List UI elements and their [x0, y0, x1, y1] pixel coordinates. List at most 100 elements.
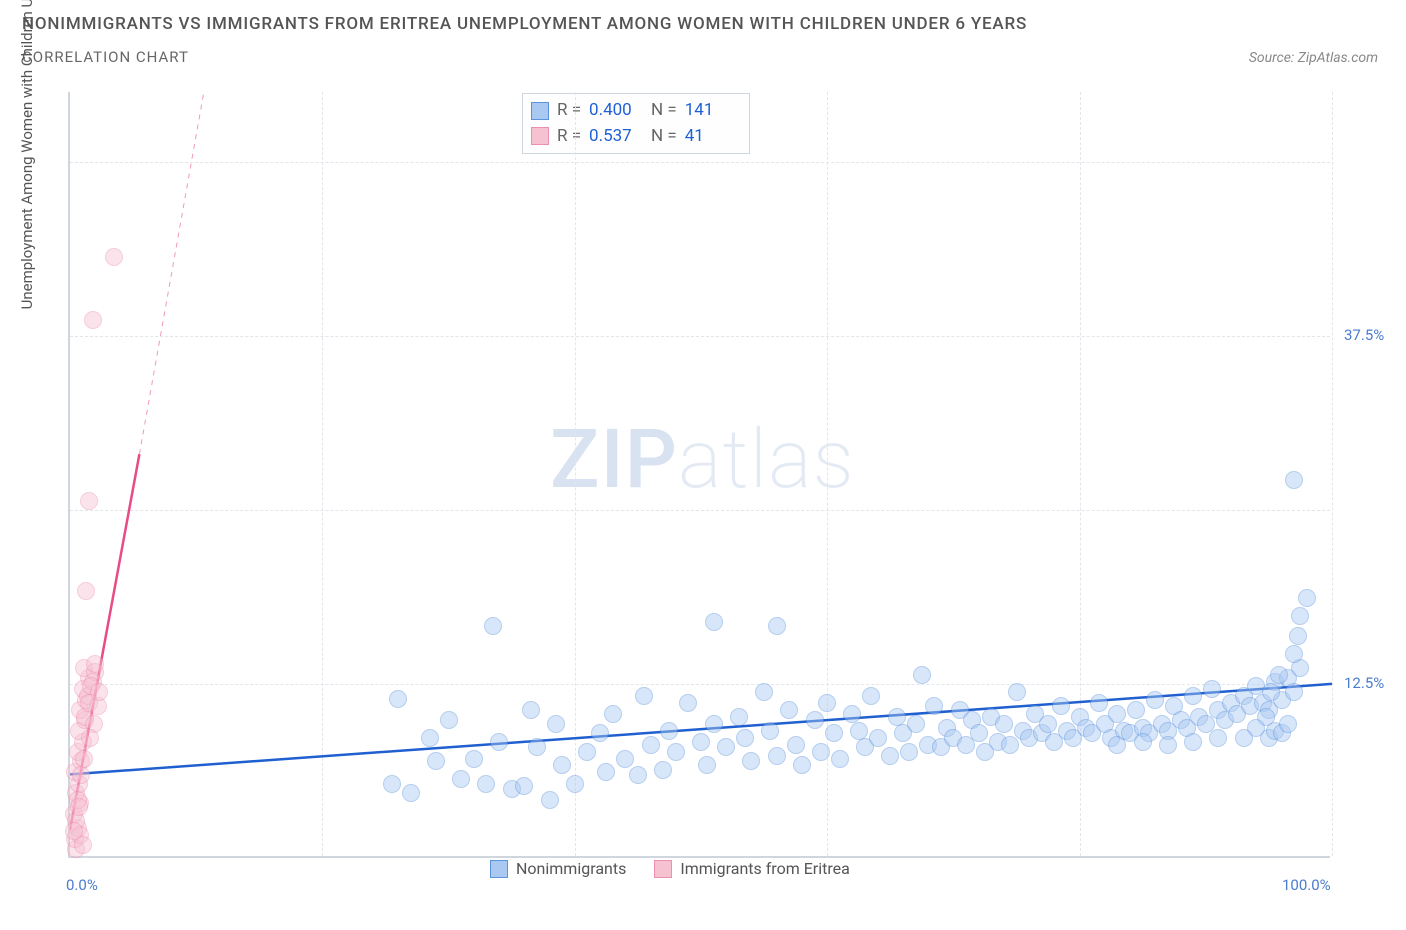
data-point	[70, 798, 88, 816]
data-point	[465, 750, 483, 768]
data-point	[77, 582, 95, 600]
data-point	[566, 775, 584, 793]
data-point	[1279, 715, 1297, 733]
data-point	[1134, 733, 1152, 751]
data-point	[1127, 701, 1145, 719]
x-tick-label: 100.0%	[1282, 876, 1331, 894]
data-point	[1203, 680, 1221, 698]
data-point	[515, 777, 533, 795]
data-point	[812, 743, 830, 761]
data-point	[1285, 645, 1303, 663]
swatch-nonimmigrants-icon	[531, 102, 549, 120]
data-point	[995, 715, 1013, 733]
data-point	[730, 708, 748, 726]
data-point	[427, 752, 445, 770]
data-point	[635, 687, 653, 705]
swatch-immigrants-icon	[654, 860, 672, 878]
legend-item-nonimmigrants: Nonimmigrants	[490, 859, 626, 878]
data-point	[925, 697, 943, 715]
swatch-immigrants-icon	[531, 127, 549, 145]
data-point	[698, 756, 716, 774]
data-point	[440, 711, 458, 729]
data-point	[522, 701, 540, 719]
data-point	[90, 683, 108, 701]
data-point	[705, 613, 723, 631]
data-point	[850, 722, 868, 740]
data-point	[604, 705, 622, 723]
data-point	[1108, 736, 1126, 754]
data-point	[421, 729, 439, 747]
data-point	[81, 729, 99, 747]
data-point	[843, 705, 861, 723]
data-point	[793, 756, 811, 774]
data-point	[1209, 729, 1227, 747]
legend-label: Immigrants from Eritrea	[680, 859, 849, 878]
watermark: ZIPatlas	[550, 412, 855, 508]
data-point	[1108, 705, 1126, 723]
data-point	[654, 761, 672, 779]
data-point	[105, 248, 123, 266]
stats-row-nonimmigrants: R = 0.400 N = 141	[531, 98, 739, 124]
data-point	[72, 766, 90, 784]
data-point	[1289, 627, 1307, 645]
data-point	[818, 694, 836, 712]
plot-area: ZIPatlas R = 0.400 N = 141 R = 0.537 N =…	[68, 92, 1330, 858]
data-point	[787, 736, 805, 754]
y-tick-label: 37.5%	[1344, 326, 1384, 344]
data-point	[1291, 607, 1309, 625]
source-attribution: Source: ZipAtlas.com	[1249, 50, 1378, 66]
data-point	[642, 736, 660, 754]
data-point	[1159, 736, 1177, 754]
data-point	[717, 738, 735, 756]
chart-title: NONIMMIGRANTS VS IMMIGRANTS FROM ERITREA…	[22, 14, 1384, 34]
data-point	[825, 724, 843, 742]
data-point	[768, 747, 786, 765]
data-point	[692, 733, 710, 751]
data-point	[1184, 687, 1202, 705]
data-point	[1298, 589, 1316, 607]
data-point	[1052, 697, 1070, 715]
data-point	[389, 690, 407, 708]
data-point	[86, 655, 104, 673]
gridline-v	[827, 92, 828, 856]
data-point	[831, 750, 849, 768]
data-point	[541, 791, 559, 809]
x-tick-label: 0.0%	[66, 876, 98, 894]
data-point	[679, 694, 697, 712]
stats-legend-box: R = 0.400 N = 141 R = 0.537 N = 41	[522, 93, 750, 154]
correlation-chart: Unemployment Among Women with Children U…	[22, 86, 1384, 906]
data-point	[1001, 736, 1019, 754]
legend-label: Nonimmigrants	[516, 859, 626, 878]
data-point	[1184, 733, 1202, 751]
data-point	[667, 743, 685, 761]
gridline-v	[575, 92, 576, 856]
y-tick-label: 12.5%	[1344, 674, 1384, 692]
data-point	[907, 715, 925, 733]
chart-subtitle: CORRELATION CHART	[22, 48, 189, 66]
data-point	[80, 492, 98, 510]
data-point	[1285, 471, 1303, 489]
data-point	[761, 722, 779, 740]
data-point	[547, 715, 565, 733]
data-point	[768, 617, 786, 635]
data-point	[970, 724, 988, 742]
legend-item-immigrants: Immigrants from Eritrea	[654, 859, 849, 878]
data-point	[660, 722, 678, 740]
data-point	[1008, 683, 1026, 701]
data-point	[65, 822, 83, 840]
data-point	[881, 747, 899, 765]
data-point	[736, 729, 754, 747]
data-point	[1285, 683, 1303, 701]
data-point	[477, 775, 495, 793]
data-point	[616, 750, 634, 768]
data-point	[755, 683, 773, 701]
data-point	[862, 687, 880, 705]
data-point	[402, 784, 420, 802]
data-point	[84, 311, 102, 329]
data-point	[528, 738, 546, 756]
data-point	[1235, 729, 1253, 747]
gridline-v	[1332, 92, 1333, 856]
data-point	[705, 715, 723, 733]
data-point	[578, 743, 596, 761]
data-point	[553, 756, 571, 774]
